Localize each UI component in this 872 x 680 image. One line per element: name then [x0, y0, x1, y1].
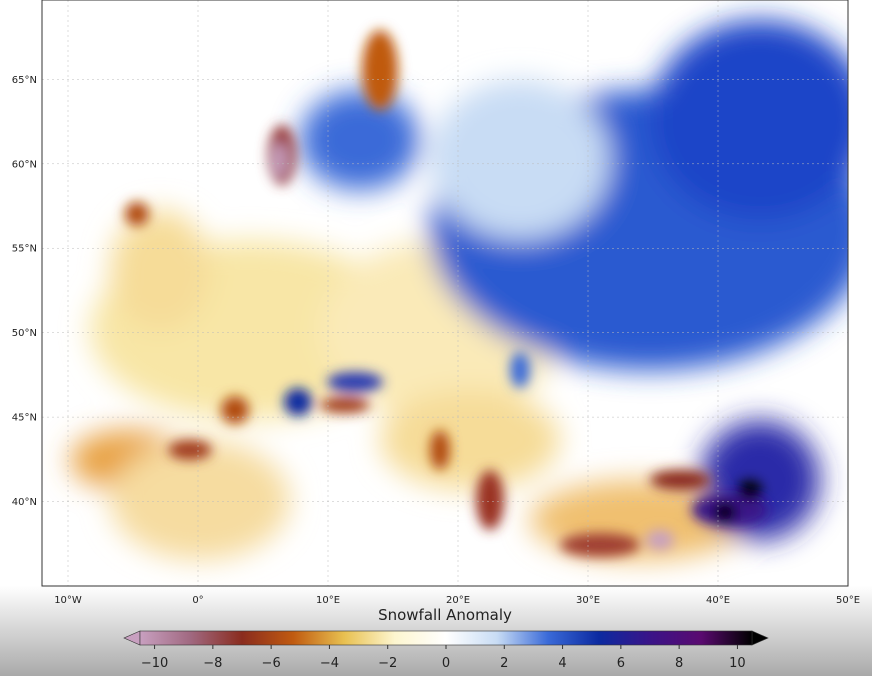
colorbar-tick-label: 2: [500, 656, 508, 671]
lon-tick-label: 40°E: [706, 595, 730, 606]
lon-tick-label: 10°E: [316, 595, 340, 606]
colorbar-tick-label: −6: [262, 656, 281, 671]
colorbar-tick-label: 0: [442, 656, 450, 671]
colorbar-tick-label: 8: [675, 656, 683, 671]
lat-tick-label: 40°N: [12, 497, 37, 508]
map-frame: [41, 0, 849, 587]
lat-tick-label: 65°N: [12, 75, 37, 86]
graticule: [42, 0, 849, 586]
lon-tick-label: 20°E: [446, 595, 470, 606]
colorbar-tick-label: 10: [729, 656, 746, 671]
lon-tick-label: 30°E: [576, 595, 600, 606]
lon-tick-label: 0°: [192, 595, 203, 606]
colorbar-tick-label: 4: [558, 656, 566, 671]
lon-tick-label: 50°E: [836, 595, 860, 606]
lat-tick-label: 50°N: [12, 328, 37, 339]
colorbar-tick-label: 6: [617, 656, 625, 671]
colorbar-tick-label: −10: [141, 656, 168, 671]
lat-tick-label: 45°N: [12, 413, 37, 424]
lat-tick-label: 55°N: [12, 244, 37, 255]
lat-tick-label: 60°N: [12, 159, 37, 170]
lon-tick-label: 10°W: [54, 595, 82, 606]
colorbar-tick-label: −4: [320, 656, 339, 671]
colorbar-tick-label: −8: [203, 656, 222, 671]
colorbar-label: Snowfall Anomaly: [378, 606, 512, 624]
anomaly-field: [70, 20, 848, 560]
colorbar: [139, 630, 753, 646]
colorbar-tick-label: −2: [378, 656, 397, 671]
